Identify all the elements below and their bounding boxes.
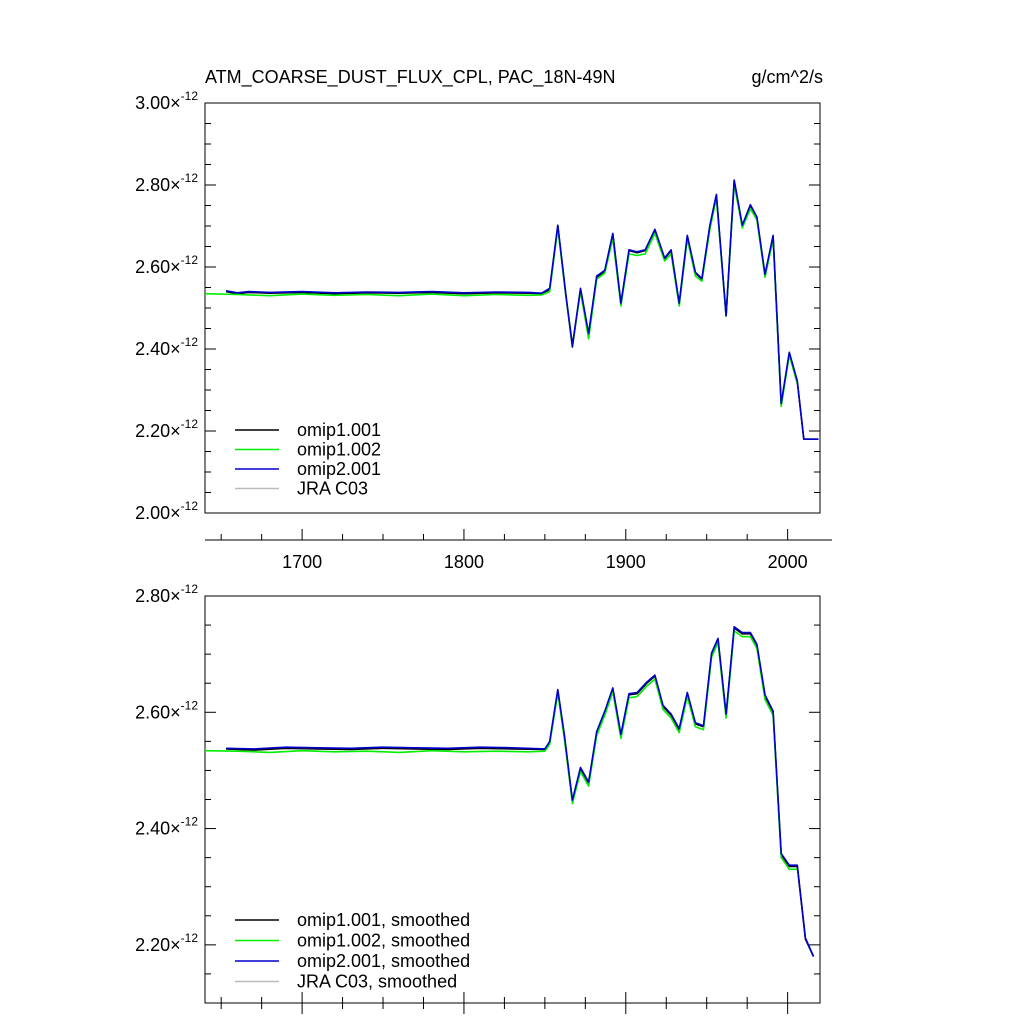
y-tick-label: 2.60×-12 bbox=[135, 253, 198, 277]
chart-title: ATM_COARSE_DUST_FLUX_CPL, PAC_18N-49N bbox=[205, 67, 615, 88]
legend-label: omip1.001, smoothed bbox=[297, 910, 470, 930]
y-tick-label: 2.00×-12 bbox=[135, 499, 198, 523]
y-tick-label: 2.20×-12 bbox=[135, 931, 198, 955]
x-tick-label: 1800 bbox=[444, 552, 484, 572]
bottom-panel: 2.20×-12 2.40×-12 2.60×-12 2.80×-12 omip1.00… bbox=[135, 582, 821, 1014]
y-tick-label: 2.40×-12 bbox=[135, 335, 198, 359]
x-tick-label: 1900 bbox=[606, 552, 646, 572]
series-line bbox=[225, 627, 815, 957]
series-line bbox=[204, 183, 799, 408]
legend-label: omip2.001, smoothed bbox=[297, 951, 470, 971]
series-line bbox=[225, 180, 819, 440]
y-tick-label: 2.20×-12 bbox=[135, 417, 198, 441]
legend-label: omip1.001 bbox=[297, 420, 381, 440]
y-tick-label: 2.60×-12 bbox=[135, 698, 198, 722]
legend-label: JRA C03, smoothed bbox=[297, 972, 457, 992]
legend-label: JRA C03 bbox=[297, 479, 368, 499]
y-tick-label: 2.80×-12 bbox=[135, 171, 198, 195]
series-line bbox=[225, 626, 815, 957]
legend-label: omip1.002 bbox=[297, 440, 381, 460]
series-line bbox=[204, 630, 798, 871]
legend-label: omip1.002, smoothed bbox=[297, 931, 470, 951]
x-tick-label: 1700 bbox=[282, 552, 322, 572]
legend-label: omip2.001 bbox=[297, 459, 381, 479]
y-tick-label: 3.00×-12 bbox=[135, 89, 198, 113]
y-tick-label: 2.80×-12 bbox=[135, 582, 198, 606]
chart-units: g/cm^2/s bbox=[752, 67, 823, 87]
x-tick-label: 2000 bbox=[768, 552, 808, 572]
y-tick-label: 2.40×-12 bbox=[135, 815, 198, 839]
series-line bbox=[225, 179, 819, 440]
top-panel: 2.00×-12 2.20×-12 2.40×-12 2.60×-12 2.80×-12… bbox=[135, 89, 832, 572]
